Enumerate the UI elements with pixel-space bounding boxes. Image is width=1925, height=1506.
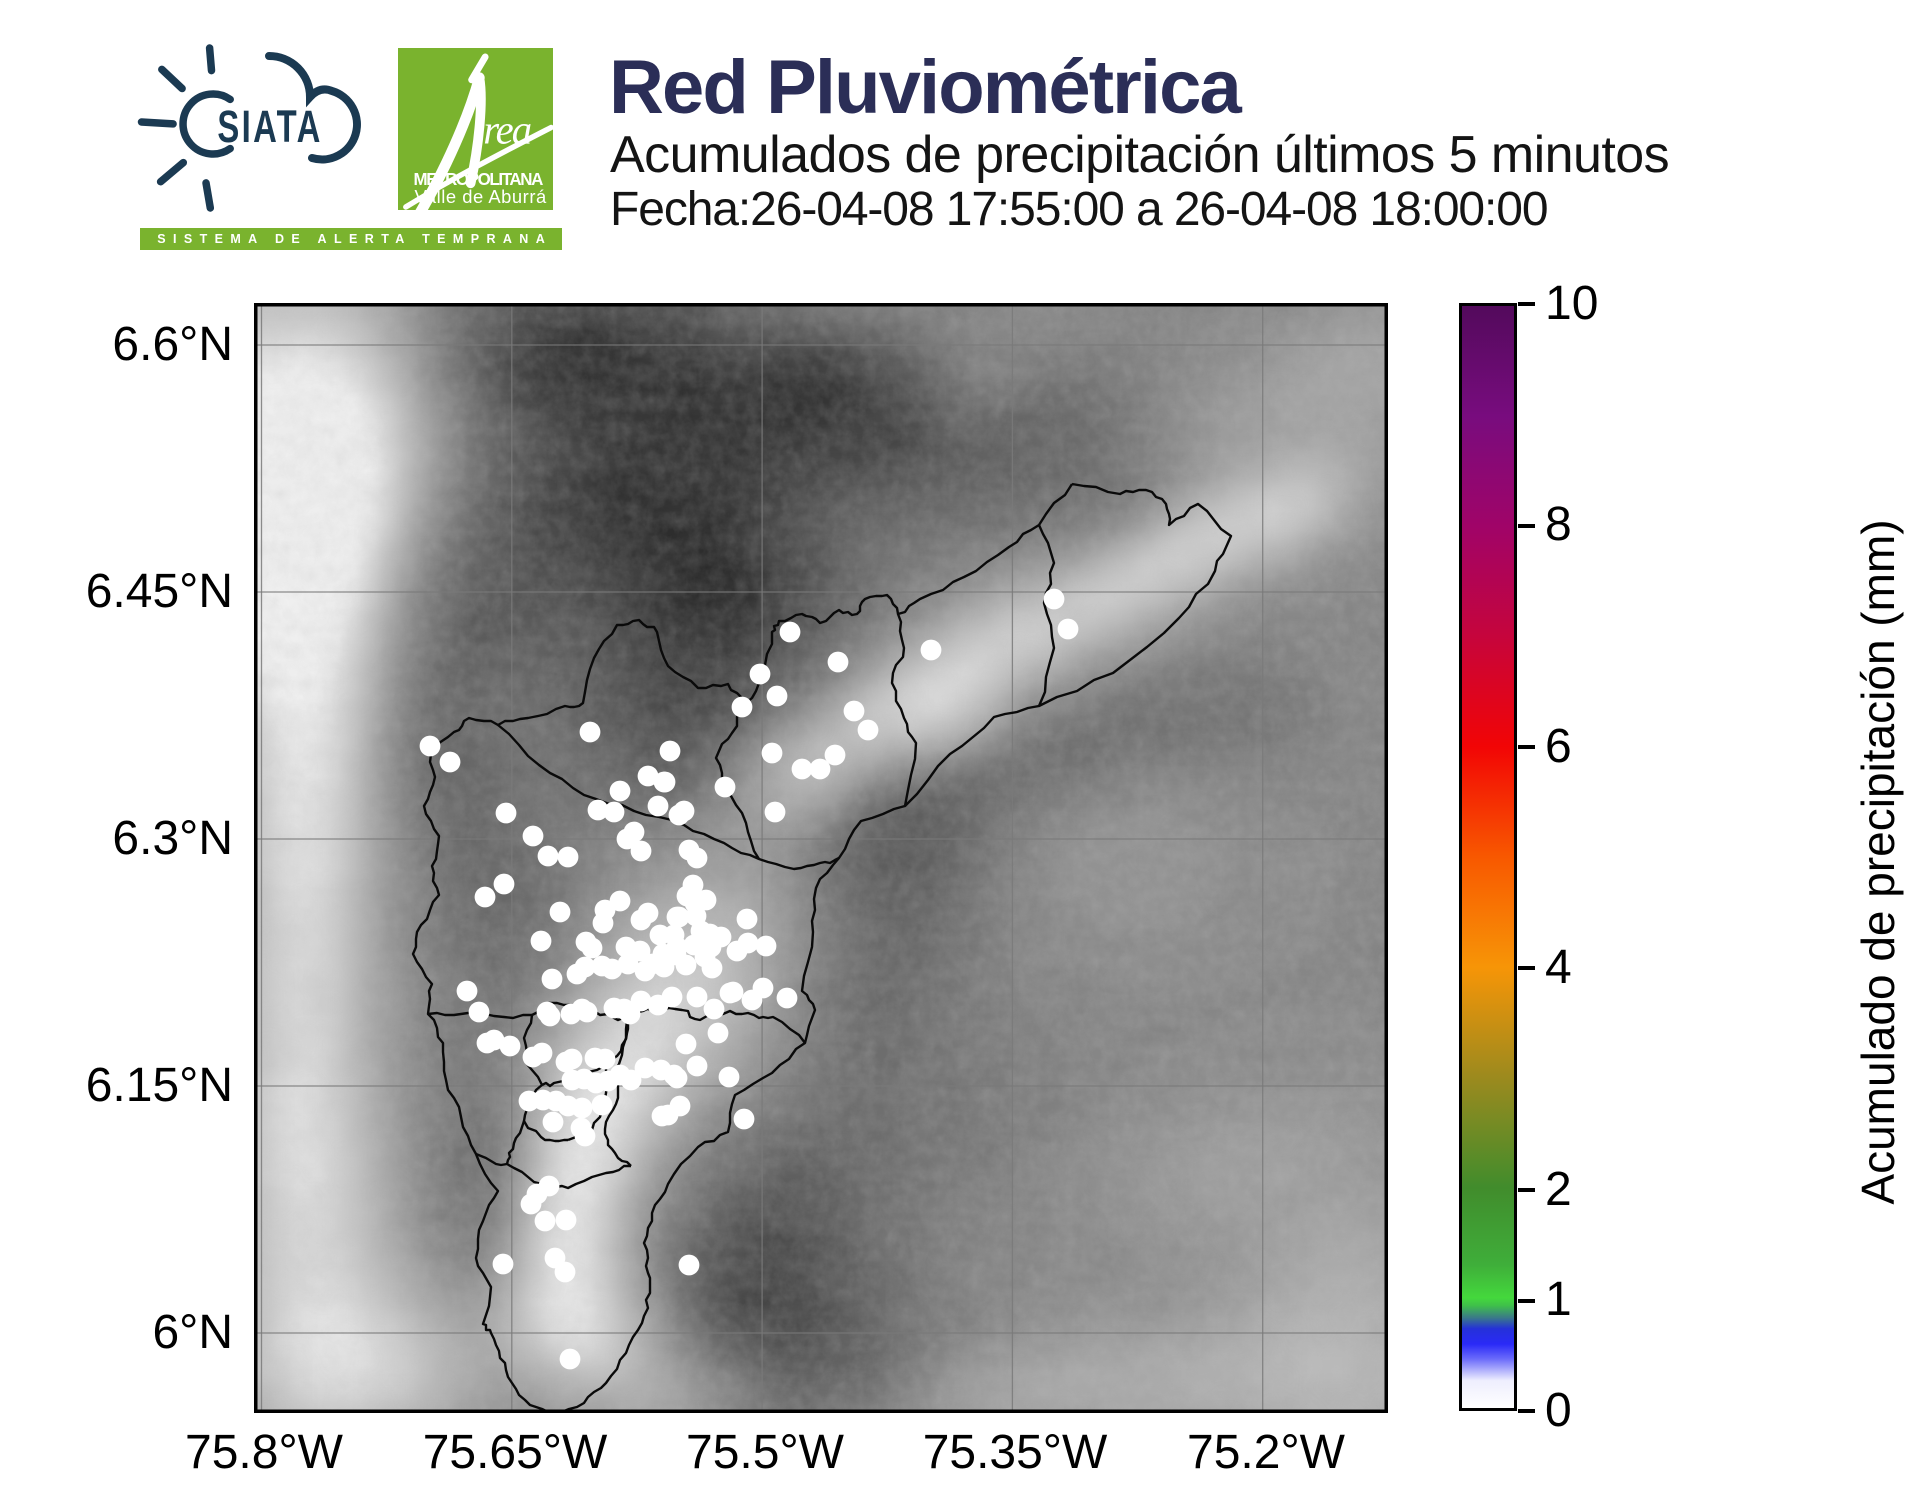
svg-text:Valle de Aburrá: Valle de Aburrá: [414, 186, 546, 207]
svg-text:METROPOLITANA: METROPOLITANA: [414, 169, 544, 189]
svg-text:rea: rea: [483, 106, 531, 153]
svg-text:SIATA: SIATA: [217, 102, 320, 152]
